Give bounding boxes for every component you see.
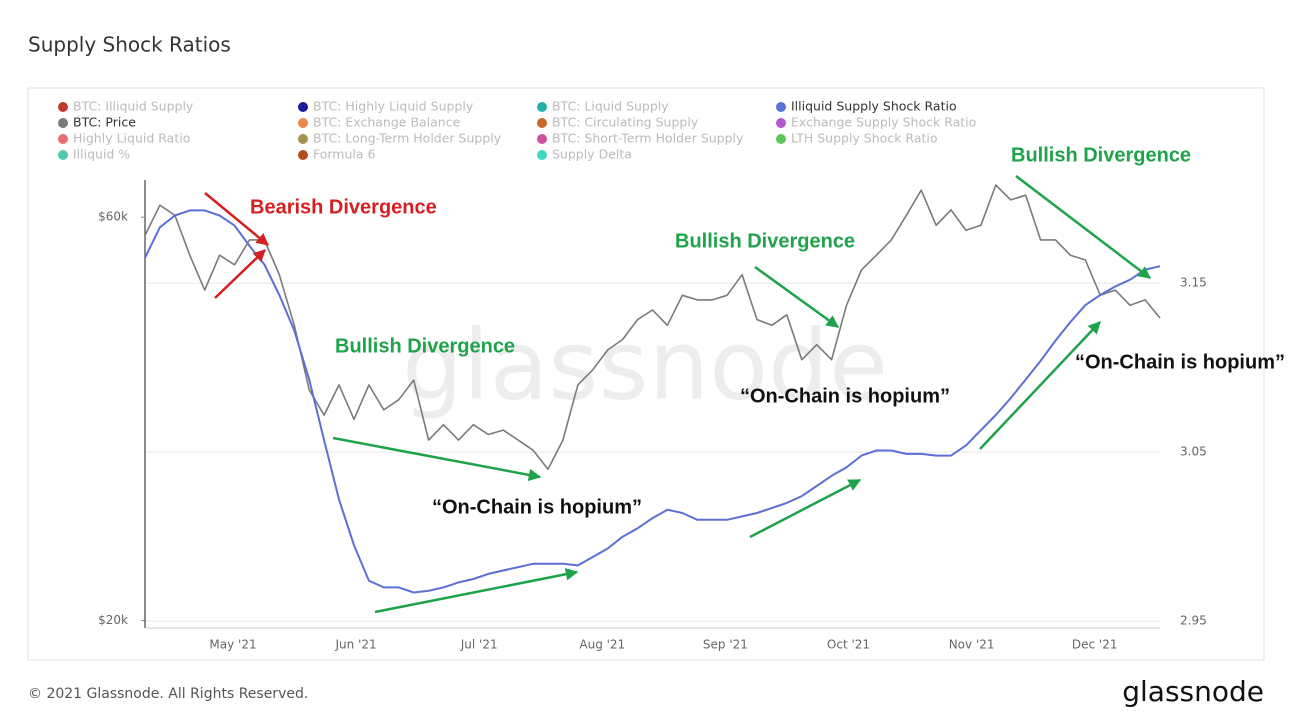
arrow [979, 321, 1101, 450]
legend-label: Highly Liquid Ratio [73, 131, 190, 146]
legend-label: BTC: Liquid Supply [552, 99, 669, 114]
plot: 2.95 3.05 3.15 $20k $60k May '21 Jun '21 Jul '2… [98, 180, 1207, 652]
chart-frame [27, 87, 1265, 661]
x-tick-label: Aug '21 [579, 638, 625, 652]
legend-marker [58, 118, 68, 128]
watermark: glassnode [402, 309, 888, 421]
annotation: Bearish Divergence [250, 196, 437, 218]
y-tick-label: $60k [98, 210, 128, 224]
legend-marker [58, 102, 68, 112]
logo: glassnode [1122, 675, 1264, 708]
legend-marker [298, 134, 308, 144]
arrow [374, 568, 579, 614]
x-tick-label: Sep '21 [703, 638, 748, 652]
legend-label: BTC: Highly Liquid Supply [313, 99, 474, 114]
arrow [204, 192, 269, 246]
x-tick-label: Oct '21 [827, 638, 870, 652]
footer: © 2021 Glassnode. All Rights Reserved. [28, 686, 308, 702]
legend-label: BTC: Circulating Supply [552, 115, 699, 130]
legend-marker [537, 118, 547, 128]
legend-label: Supply Delta [552, 147, 632, 162]
x-tick-label: Nov '21 [949, 638, 995, 652]
legend-label: BTC: Illiquid Supply [73, 99, 194, 114]
legend-marker [776, 118, 786, 128]
y2-tick-label: 2.95 [1180, 614, 1207, 628]
legend-marker [776, 134, 786, 144]
legend-label: Illiquid % [73, 147, 130, 162]
legend-marker [298, 102, 308, 112]
arrow [332, 436, 542, 482]
legend-label: BTC: Exchange Balance [313, 115, 461, 130]
legend-marker [298, 118, 308, 128]
chart-title: Supply Shock Ratios [28, 33, 231, 57]
x-tick-label: Jun '21 [335, 638, 377, 652]
legend-marker [537, 150, 547, 160]
x-tick-label: Jul '21 [460, 638, 498, 652]
legend-label: BTC: Long-Term Holder Supply [313, 131, 502, 146]
arrows [204, 175, 1151, 614]
x-tick-label: Dec '21 [1072, 638, 1118, 652]
y2-tick-label: 3.15 [1180, 276, 1207, 290]
series-line [144, 209, 1161, 594]
legend-marker [537, 102, 547, 112]
annotation: Bullish Divergence [675, 230, 855, 252]
x-tick-label: May '21 [209, 638, 256, 652]
annotation: “On-Chain is hopium” [1075, 351, 1285, 373]
y-tick-label: $20k [98, 613, 128, 627]
legend-marker [58, 134, 68, 144]
legend-label: Illiquid Supply Shock Ratio [791, 99, 957, 114]
legend-label: BTC: Price [73, 115, 136, 130]
annotation: Bullish Divergence [335, 335, 515, 357]
legend-marker [58, 150, 68, 160]
legend-marker [298, 150, 308, 160]
annotation: Bullish Divergence [1011, 144, 1191, 166]
legend-label: BTC: Short-Term Holder Supply [552, 131, 744, 146]
arrow [754, 265, 840, 329]
arrow [749, 478, 862, 539]
arrow [1015, 175, 1151, 279]
annotation: “On-Chain is hopium” [740, 385, 950, 407]
y2-tick-label: 3.05 [1180, 445, 1207, 459]
arrow [214, 249, 266, 299]
legend-label: LTH Supply Shock Ratio [791, 131, 938, 146]
legend-label: Formula 6 [313, 147, 376, 162]
legend-marker [776, 102, 786, 112]
legend-label: Exchange Supply Shock Ratio [791, 115, 976, 130]
legend-marker [537, 134, 547, 144]
annotation: “On-Chain is hopium” [432, 496, 642, 518]
